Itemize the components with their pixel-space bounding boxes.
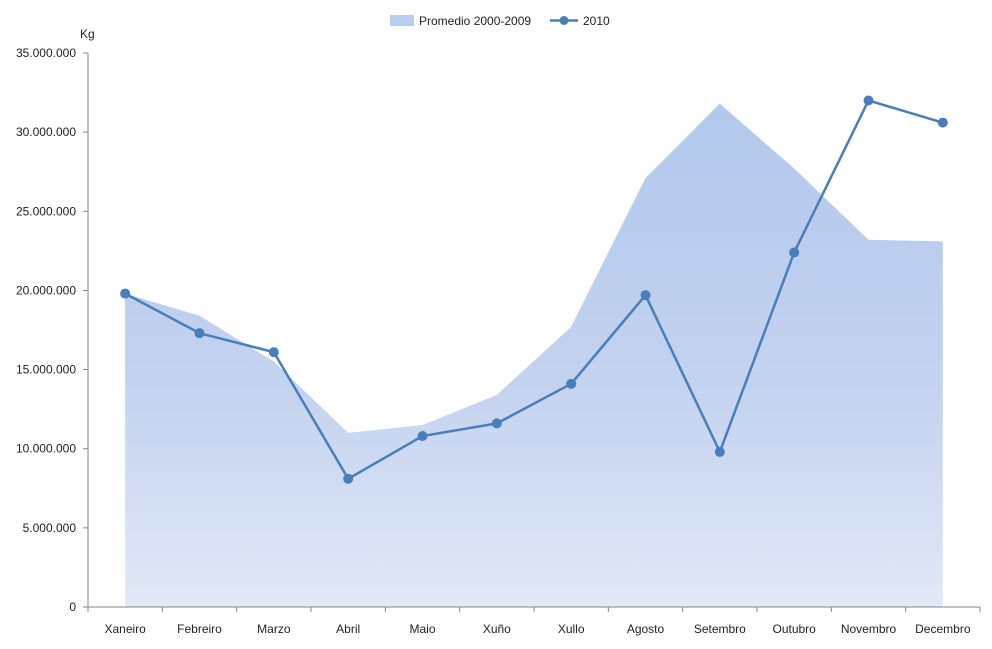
data-point-2010	[863, 95, 874, 106]
x-tick-label: Xuño	[483, 622, 511, 636]
data-point-2010	[566, 378, 577, 389]
x-tick-label: Agosto	[627, 622, 665, 636]
y-tick-label: 30.000.000	[16, 125, 76, 139]
x-tick-label: Xaneiro	[104, 622, 146, 636]
y-unit-label: Kg	[80, 27, 95, 41]
x-tick-label: Maio	[409, 622, 435, 636]
data-point-2010	[714, 446, 725, 457]
line-series-2010	[124, 99, 944, 481]
tick-labels: 0 5.000.000 10.000.000 15.000.000 20.000.000…	[16, 46, 971, 636]
y-tick-label: 5.000.000	[23, 521, 77, 535]
x-tick-label: Xullo	[558, 622, 585, 636]
x-tick-label: Novembro	[841, 622, 897, 636]
x-tick-label: Outubro	[772, 622, 816, 636]
data-point-2010	[268, 347, 279, 358]
legend: Promedio 2000-2009 2010	[390, 14, 610, 28]
data-point-2010	[789, 247, 800, 258]
y-tick-label: 10.000.000	[16, 442, 76, 456]
legend-label-line: 2010	[583, 14, 610, 28]
legend-swatch-area	[390, 15, 414, 26]
data-point-2010	[640, 290, 651, 301]
legend-label-area: Promedio 2000-2009	[419, 14, 531, 28]
data-point-2010	[194, 328, 205, 339]
area-layer	[125, 103, 943, 607]
axes	[83, 52, 981, 612]
data-point-2010	[491, 418, 502, 429]
legend-swatch-marker	[559, 16, 569, 25]
x-tick-label: Abril	[336, 622, 360, 636]
y-tick-label: 15.000.000	[16, 363, 76, 377]
x-tick-label: Febreiro	[177, 622, 222, 636]
x-tick-label: Marzo	[257, 622, 291, 636]
y-tick-label: 20.000.000	[16, 283, 76, 297]
area-series-promedio	[125, 103, 943, 607]
x-tick-label: Decembro	[915, 622, 971, 636]
x-tick-label: Setembro	[694, 622, 746, 636]
y-tick-label: 25.000.000	[16, 204, 76, 218]
data-point-2010	[120, 288, 131, 299]
data-point-2010	[937, 117, 948, 128]
data-point-2010	[417, 431, 428, 442]
y-tick-label: 35.000.000	[16, 46, 76, 60]
data-point-2010	[343, 473, 354, 484]
y-tick-label: 0	[69, 600, 76, 614]
line-layer	[120, 95, 948, 484]
